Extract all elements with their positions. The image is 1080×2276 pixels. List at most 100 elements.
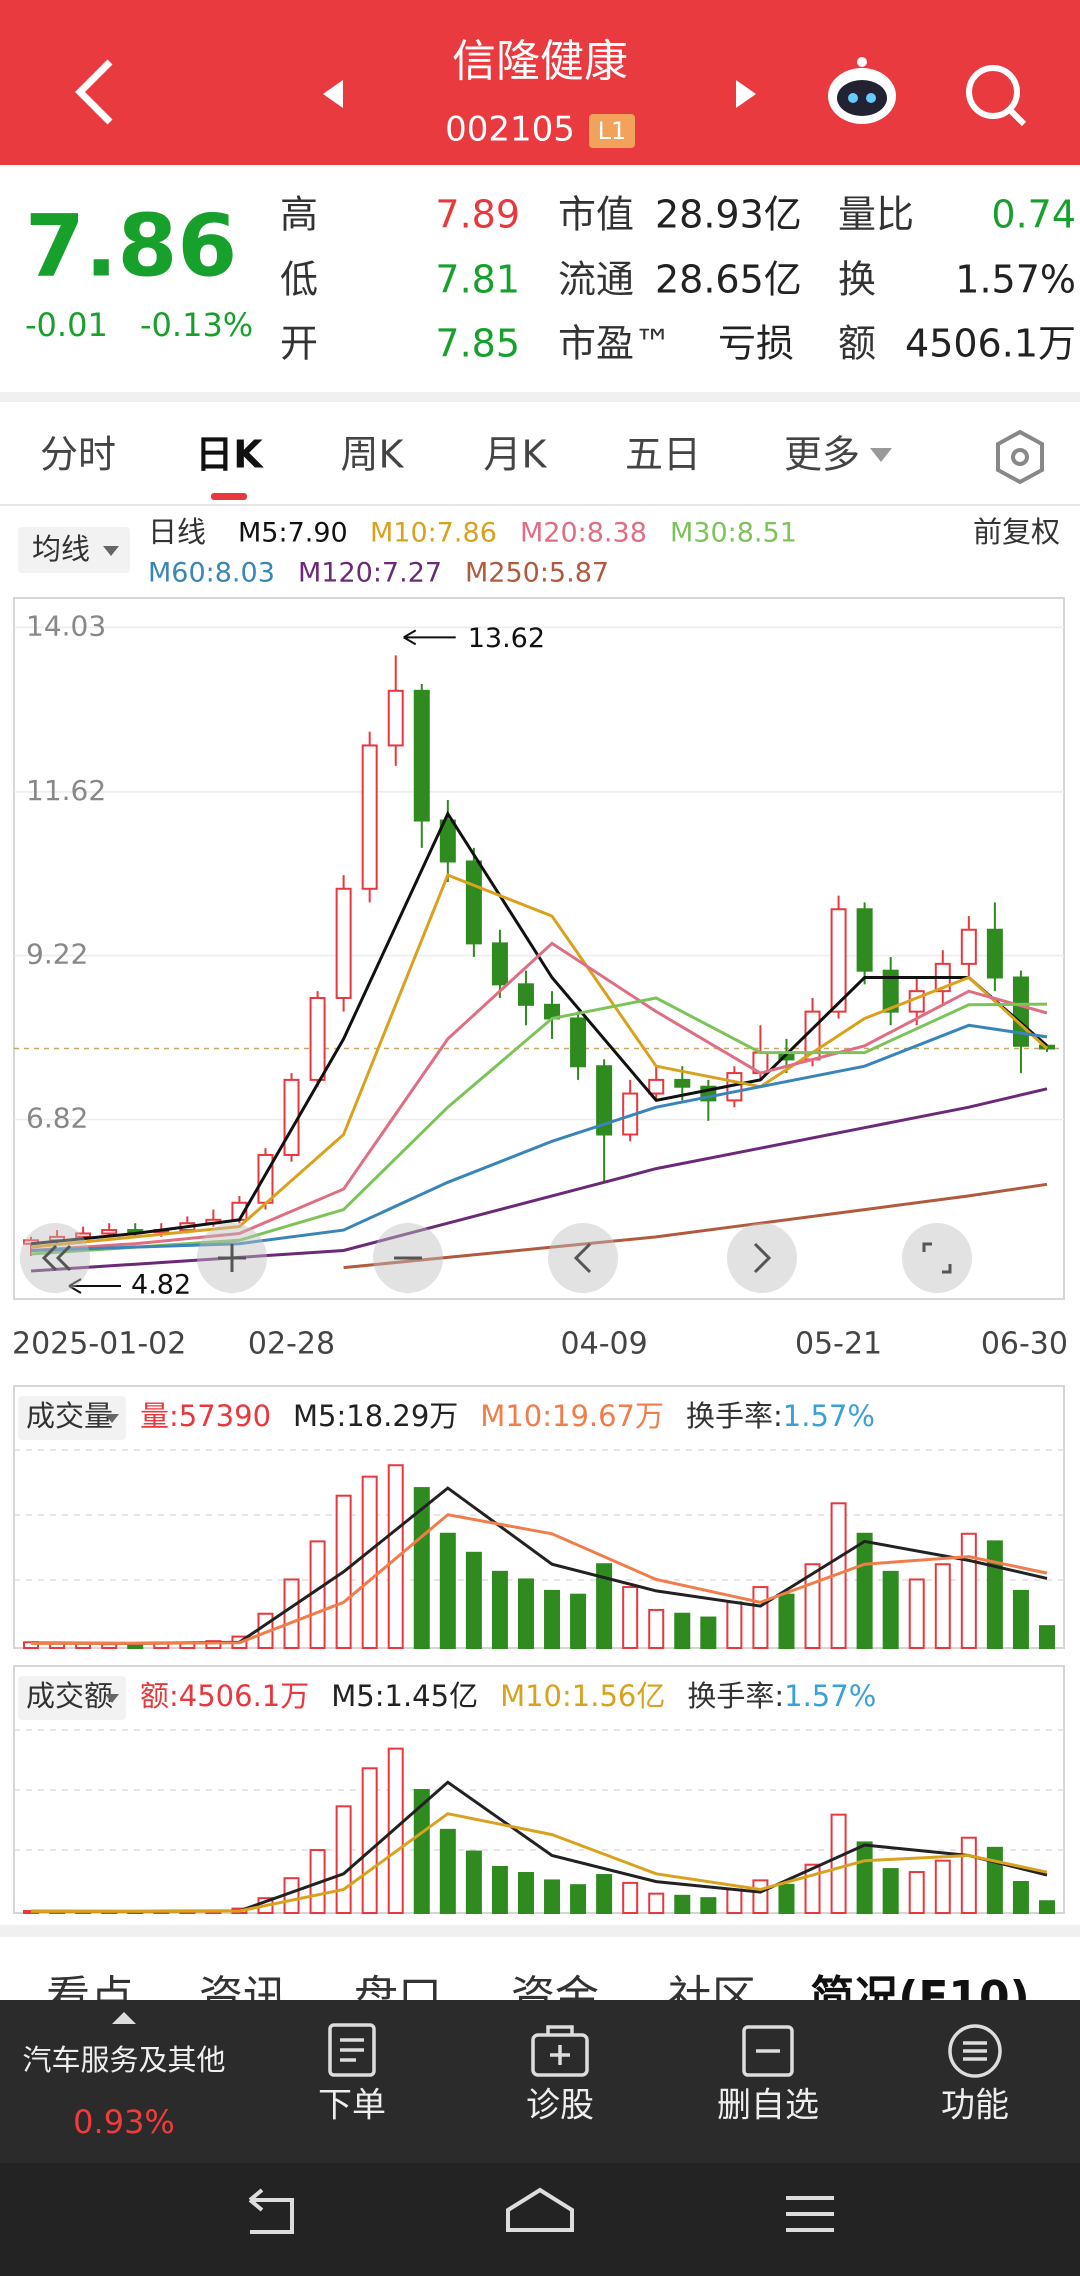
nav-bar bbox=[0, 2163, 1080, 2276]
chart-control[interactable] bbox=[727, 1223, 797, 1293]
y-tick-label: 14.03 bbox=[26, 609, 106, 642]
bar bbox=[752, 1586, 769, 1649]
next-stock[interactable] bbox=[736, 80, 756, 108]
bar bbox=[596, 1563, 613, 1649]
change: -0.01 bbox=[25, 306, 108, 344]
bar bbox=[882, 1868, 899, 1914]
bar bbox=[622, 1881, 639, 1914]
prev-stock[interactable] bbox=[323, 80, 343, 108]
value: 0.74 bbox=[991, 193, 1076, 237]
panel-grid bbox=[14, 1449, 1064, 1851]
dropdown-arrow bbox=[105, 1414, 119, 1423]
chart-control[interactable] bbox=[902, 1223, 972, 1293]
candle-body bbox=[257, 1153, 274, 1204]
dropdown-arrow bbox=[870, 448, 892, 462]
dropdown-arrow bbox=[103, 546, 119, 556]
bar bbox=[752, 1879, 769, 1914]
legend-entry: M5:1.45亿 bbox=[331, 1679, 478, 1713]
bar bbox=[387, 1747, 404, 1915]
header-bar bbox=[0, 0, 1080, 165]
action-label[interactable]: 功能 bbox=[941, 2086, 1009, 2126]
value: 7.89 bbox=[435, 193, 520, 237]
robot-icon[interactable] bbox=[828, 57, 896, 124]
bar bbox=[778, 1593, 795, 1649]
ma-line bbox=[343, 1182, 1048, 1270]
label: 高 bbox=[280, 193, 318, 237]
turnover-value: 1.57% bbox=[783, 1399, 875, 1433]
nav-menu[interactable] bbox=[786, 2196, 834, 2232]
adjust-mode[interactable]: 前复权 bbox=[973, 515, 1060, 549]
ma-line bbox=[30, 996, 1048, 1256]
bar bbox=[908, 1578, 925, 1650]
x-tick-label: 06-30 bbox=[981, 1327, 1068, 1362]
label: 开 bbox=[280, 322, 318, 366]
tab[interactable]: 分时 bbox=[40, 433, 116, 477]
ma-button-text: 均线 bbox=[32, 532, 90, 566]
chart-control-icon bbox=[573, 1242, 592, 1274]
panel-button[interactable] bbox=[18, 1396, 126, 1440]
action-label[interactable]: 诊股 bbox=[526, 2086, 594, 2126]
ma-title: 日线 bbox=[148, 515, 206, 549]
sector-name[interactable]: 汽车服务及其他 bbox=[22, 2043, 225, 2077]
current-value: 额:4506.1万 bbox=[140, 1679, 309, 1713]
stock-name: 信隆健康 bbox=[452, 36, 628, 87]
min-label: 4.82 bbox=[131, 1269, 191, 1300]
candle-body bbox=[856, 908, 873, 972]
panel-button[interactable] bbox=[18, 1676, 126, 1720]
back-button[interactable] bbox=[75, 59, 113, 125]
candle-body bbox=[413, 689, 430, 822]
bar bbox=[986, 1846, 1003, 1915]
legend-entry: M10:19.67万 bbox=[480, 1399, 664, 1433]
min-arrow bbox=[68, 1278, 122, 1294]
bar bbox=[570, 1884, 587, 1914]
ma-line bbox=[30, 873, 1049, 1249]
tab[interactable]: 周K bbox=[341, 433, 405, 477]
search-icon[interactable] bbox=[966, 65, 1027, 127]
chart-control[interactable] bbox=[20, 1223, 90, 1293]
value: 1.57% bbox=[955, 258, 1076, 302]
chart-control[interactable] bbox=[548, 1223, 618, 1293]
badge-text: L1 bbox=[598, 117, 627, 145]
divider bbox=[0, 392, 1080, 402]
panel-title: 成交额 bbox=[26, 1679, 113, 1713]
ma-button[interactable] bbox=[18, 527, 130, 573]
turnover-label: 换手率: bbox=[686, 1399, 783, 1433]
change-pct: -0.13% bbox=[140, 306, 253, 344]
action-label[interactable]: 下单 bbox=[318, 2086, 386, 2126]
ma-line bbox=[30, 941, 1048, 1252]
bar bbox=[361, 1767, 378, 1915]
ma-line bbox=[30, 810, 1048, 1246]
action-bar bbox=[0, 2000, 1080, 2163]
bar bbox=[465, 1551, 482, 1650]
nav-back[interactable] bbox=[248, 2188, 294, 2234]
bar bbox=[517, 1578, 534, 1650]
candle-body bbox=[491, 942, 508, 986]
bar bbox=[856, 1841, 873, 1915]
candle-body bbox=[465, 860, 482, 945]
tab[interactable]: 月K bbox=[484, 433, 548, 477]
bar bbox=[570, 1593, 587, 1649]
label: 低 bbox=[280, 258, 318, 302]
bar bbox=[544, 1879, 561, 1915]
panel-title: 成交量 bbox=[26, 1399, 113, 1433]
bar bbox=[465, 1850, 482, 1915]
tab[interactable]: 五日 bbox=[625, 433, 701, 477]
bar bbox=[726, 1888, 743, 1915]
chart-control-icon bbox=[41, 1244, 72, 1272]
action-label[interactable]: 删自选 bbox=[717, 2086, 819, 2126]
bar bbox=[674, 1894, 691, 1914]
tab-active[interactable]: 日K bbox=[195, 433, 264, 477]
settings-icon[interactable] bbox=[996, 429, 1044, 485]
candle-body bbox=[101, 1229, 118, 1235]
expand-arrow[interactable] bbox=[112, 2012, 136, 2024]
candle-body bbox=[648, 1078, 665, 1095]
tab[interactable]: 更多 bbox=[784, 433, 860, 477]
turnover-value: 1.57% bbox=[784, 1679, 876, 1713]
volume-frame bbox=[13, 1385, 1065, 1649]
bar bbox=[986, 1540, 1003, 1650]
candle-body bbox=[309, 996, 326, 1081]
value: 28.65亿 bbox=[655, 258, 802, 302]
nav-home[interactable] bbox=[506, 2187, 574, 2232]
bar bbox=[700, 1897, 717, 1915]
